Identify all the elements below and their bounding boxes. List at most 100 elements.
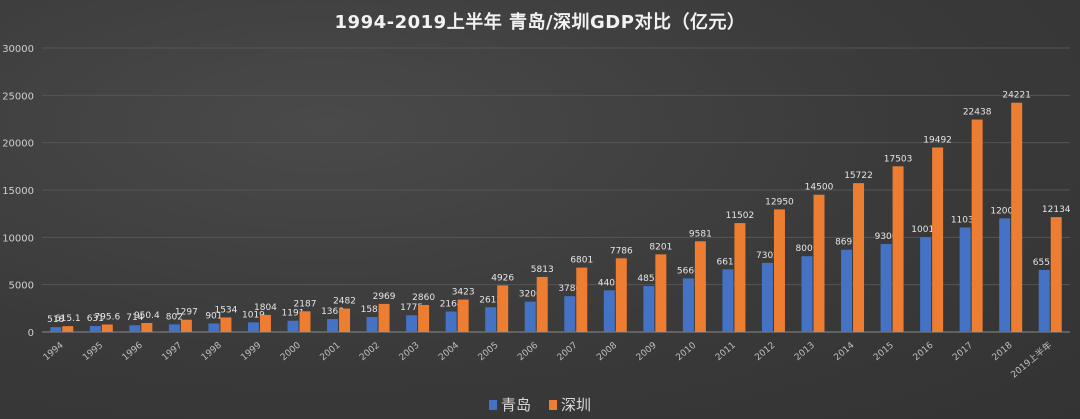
bar-qingdao (485, 307, 497, 332)
data-label-shenzhen: 19492 (923, 135, 952, 145)
bar-shenzhen (180, 319, 192, 332)
legend-swatch-shenzhen (549, 399, 557, 410)
bar-qingdao (959, 227, 971, 332)
bar-shenzhen (773, 209, 785, 332)
bar-qingdao (327, 319, 339, 332)
bar-qingdao (208, 323, 220, 332)
data-label-qingdao: 518 (47, 315, 64, 325)
bar-shenzhen (101, 324, 113, 332)
y-tick-label: 5000 (9, 281, 34, 292)
y-tick-label: 15000 (2, 186, 34, 197)
x-tick-label: 1998 (200, 340, 224, 363)
bar-shenzhen (62, 326, 74, 332)
data-label-qingdao: 2612 (479, 295, 502, 305)
data-label-qingdao: 1019 (242, 310, 265, 320)
data-label-qingdao: 802 (166, 312, 183, 322)
x-tick-label: 2012 (753, 341, 777, 363)
data-label-qingdao: 9300 (875, 232, 898, 242)
bar-shenzhen (694, 241, 706, 332)
data-label-qingdao: 631 (87, 314, 104, 324)
bar-shenzhen (299, 311, 311, 332)
data-label-shenzhen: 1804 (254, 303, 277, 313)
data-label-qingdao: 8006 (796, 244, 819, 254)
data-label-shenzhen: 2187 (294, 299, 317, 309)
x-tick-label: 1997 (160, 341, 184, 363)
data-label-shenzhen: 14500 (805, 183, 834, 193)
x-tick-label: 2015 (872, 341, 896, 363)
data-label-shenzhen: 2482 (333, 297, 356, 307)
data-label-shenzhen: 4926 (491, 273, 514, 283)
bar-qingdao (682, 278, 694, 332)
data-label-qingdao: 6615 (716, 257, 739, 267)
bar-shenzhen (378, 303, 390, 332)
data-label-qingdao: 2164 (440, 300, 463, 310)
x-tick-label: 1994 (42, 340, 66, 363)
bar-shenzhen (220, 317, 232, 332)
data-label-qingdao: 4401 (598, 278, 621, 288)
bar-shenzhen (1050, 217, 1062, 332)
data-label-shenzhen: 17503 (884, 154, 913, 164)
x-tick-label: 2001 (318, 341, 342, 363)
legend-label-shenzhen: 深圳 (561, 396, 592, 414)
bar-shenzhen (259, 314, 271, 332)
bar-qingdao (445, 311, 457, 332)
bar-qingdao (1038, 269, 1050, 332)
bar-shenzhen (1011, 102, 1023, 333)
x-tick-label: 2011 (714, 341, 738, 363)
bar-qingdao (168, 324, 180, 332)
legend-item-shenzhen: 深圳 (549, 394, 591, 415)
bar-shenzhen (536, 276, 548, 332)
data-label-shenzhen: 15722 (844, 171, 873, 181)
bar-shenzhen (813, 194, 825, 332)
data-label-qingdao: 3206 (519, 290, 542, 300)
bar-qingdao (920, 237, 932, 332)
data-label-qingdao: 11037 (951, 216, 980, 226)
bar-qingdao (247, 322, 259, 332)
x-tick-label: 2019上半年 (1008, 339, 1054, 380)
data-label-shenzhen: 7786 (610, 246, 633, 256)
bar-qingdao (801, 256, 813, 332)
x-tick-label: 2000 (279, 340, 303, 363)
bar-shenzhen (141, 323, 153, 332)
data-label-shenzhen: 3423 (452, 288, 475, 298)
data-label-shenzhen: 2969 (373, 292, 396, 302)
x-tick-label: 2018 (991, 340, 1015, 363)
data-label-qingdao: 6553 (1033, 258, 1056, 268)
data-label-qingdao: 1191 (282, 309, 305, 319)
y-tick-label: 20000 (2, 139, 34, 150)
bar-shenzhen (497, 285, 509, 332)
data-label-qingdao: 10011 (911, 225, 940, 235)
data-label-qingdao: 8692 (835, 238, 858, 248)
data-label-shenzhen: 12950 (765, 197, 794, 207)
legend-swatch-qingdao (488, 399, 497, 410)
data-label-shenzhen: 615.1 (55, 314, 81, 324)
chart-title: 1994-2019上半年 青岛/深圳GDP对比（亿元） (334, 12, 746, 33)
legend-item-qingdao: 青岛 (488, 394, 531, 415)
x-tick-label: 2017 (951, 341, 975, 363)
bar-shenzhen (339, 308, 351, 332)
bar-shenzhen (932, 147, 944, 332)
data-label-qingdao: 1775 (400, 303, 423, 313)
x-tick-label: 2006 (516, 340, 540, 363)
y-tick-label: 0 (28, 328, 34, 339)
x-tick-label: 2013 (793, 341, 817, 363)
data-label-qingdao: 12001 (990, 206, 1019, 216)
x-tick-label: 2009 (635, 340, 659, 363)
data-label-shenzhen: 24221 (1002, 91, 1031, 101)
bar-qingdao (564, 296, 576, 332)
x-tick-label: 1996 (121, 340, 145, 363)
x-tick-label: 2008 (595, 340, 619, 363)
bar-qingdao (603, 290, 615, 332)
data-label-qingdao: 7302 (756, 251, 779, 261)
y-tick-label: 30000 (2, 44, 34, 55)
bar-shenzhen (576, 267, 588, 332)
data-label-shenzhen: 2860 (412, 293, 435, 303)
legend-label-qingdao: 青岛 (500, 396, 531, 414)
x-tick-label: 2016 (912, 340, 936, 363)
bar-qingdao (89, 326, 101, 332)
bar-qingdao (880, 243, 892, 332)
data-label-shenzhen: 6801 (570, 256, 593, 266)
data-label-shenzhen: 795.6 (94, 312, 120, 322)
